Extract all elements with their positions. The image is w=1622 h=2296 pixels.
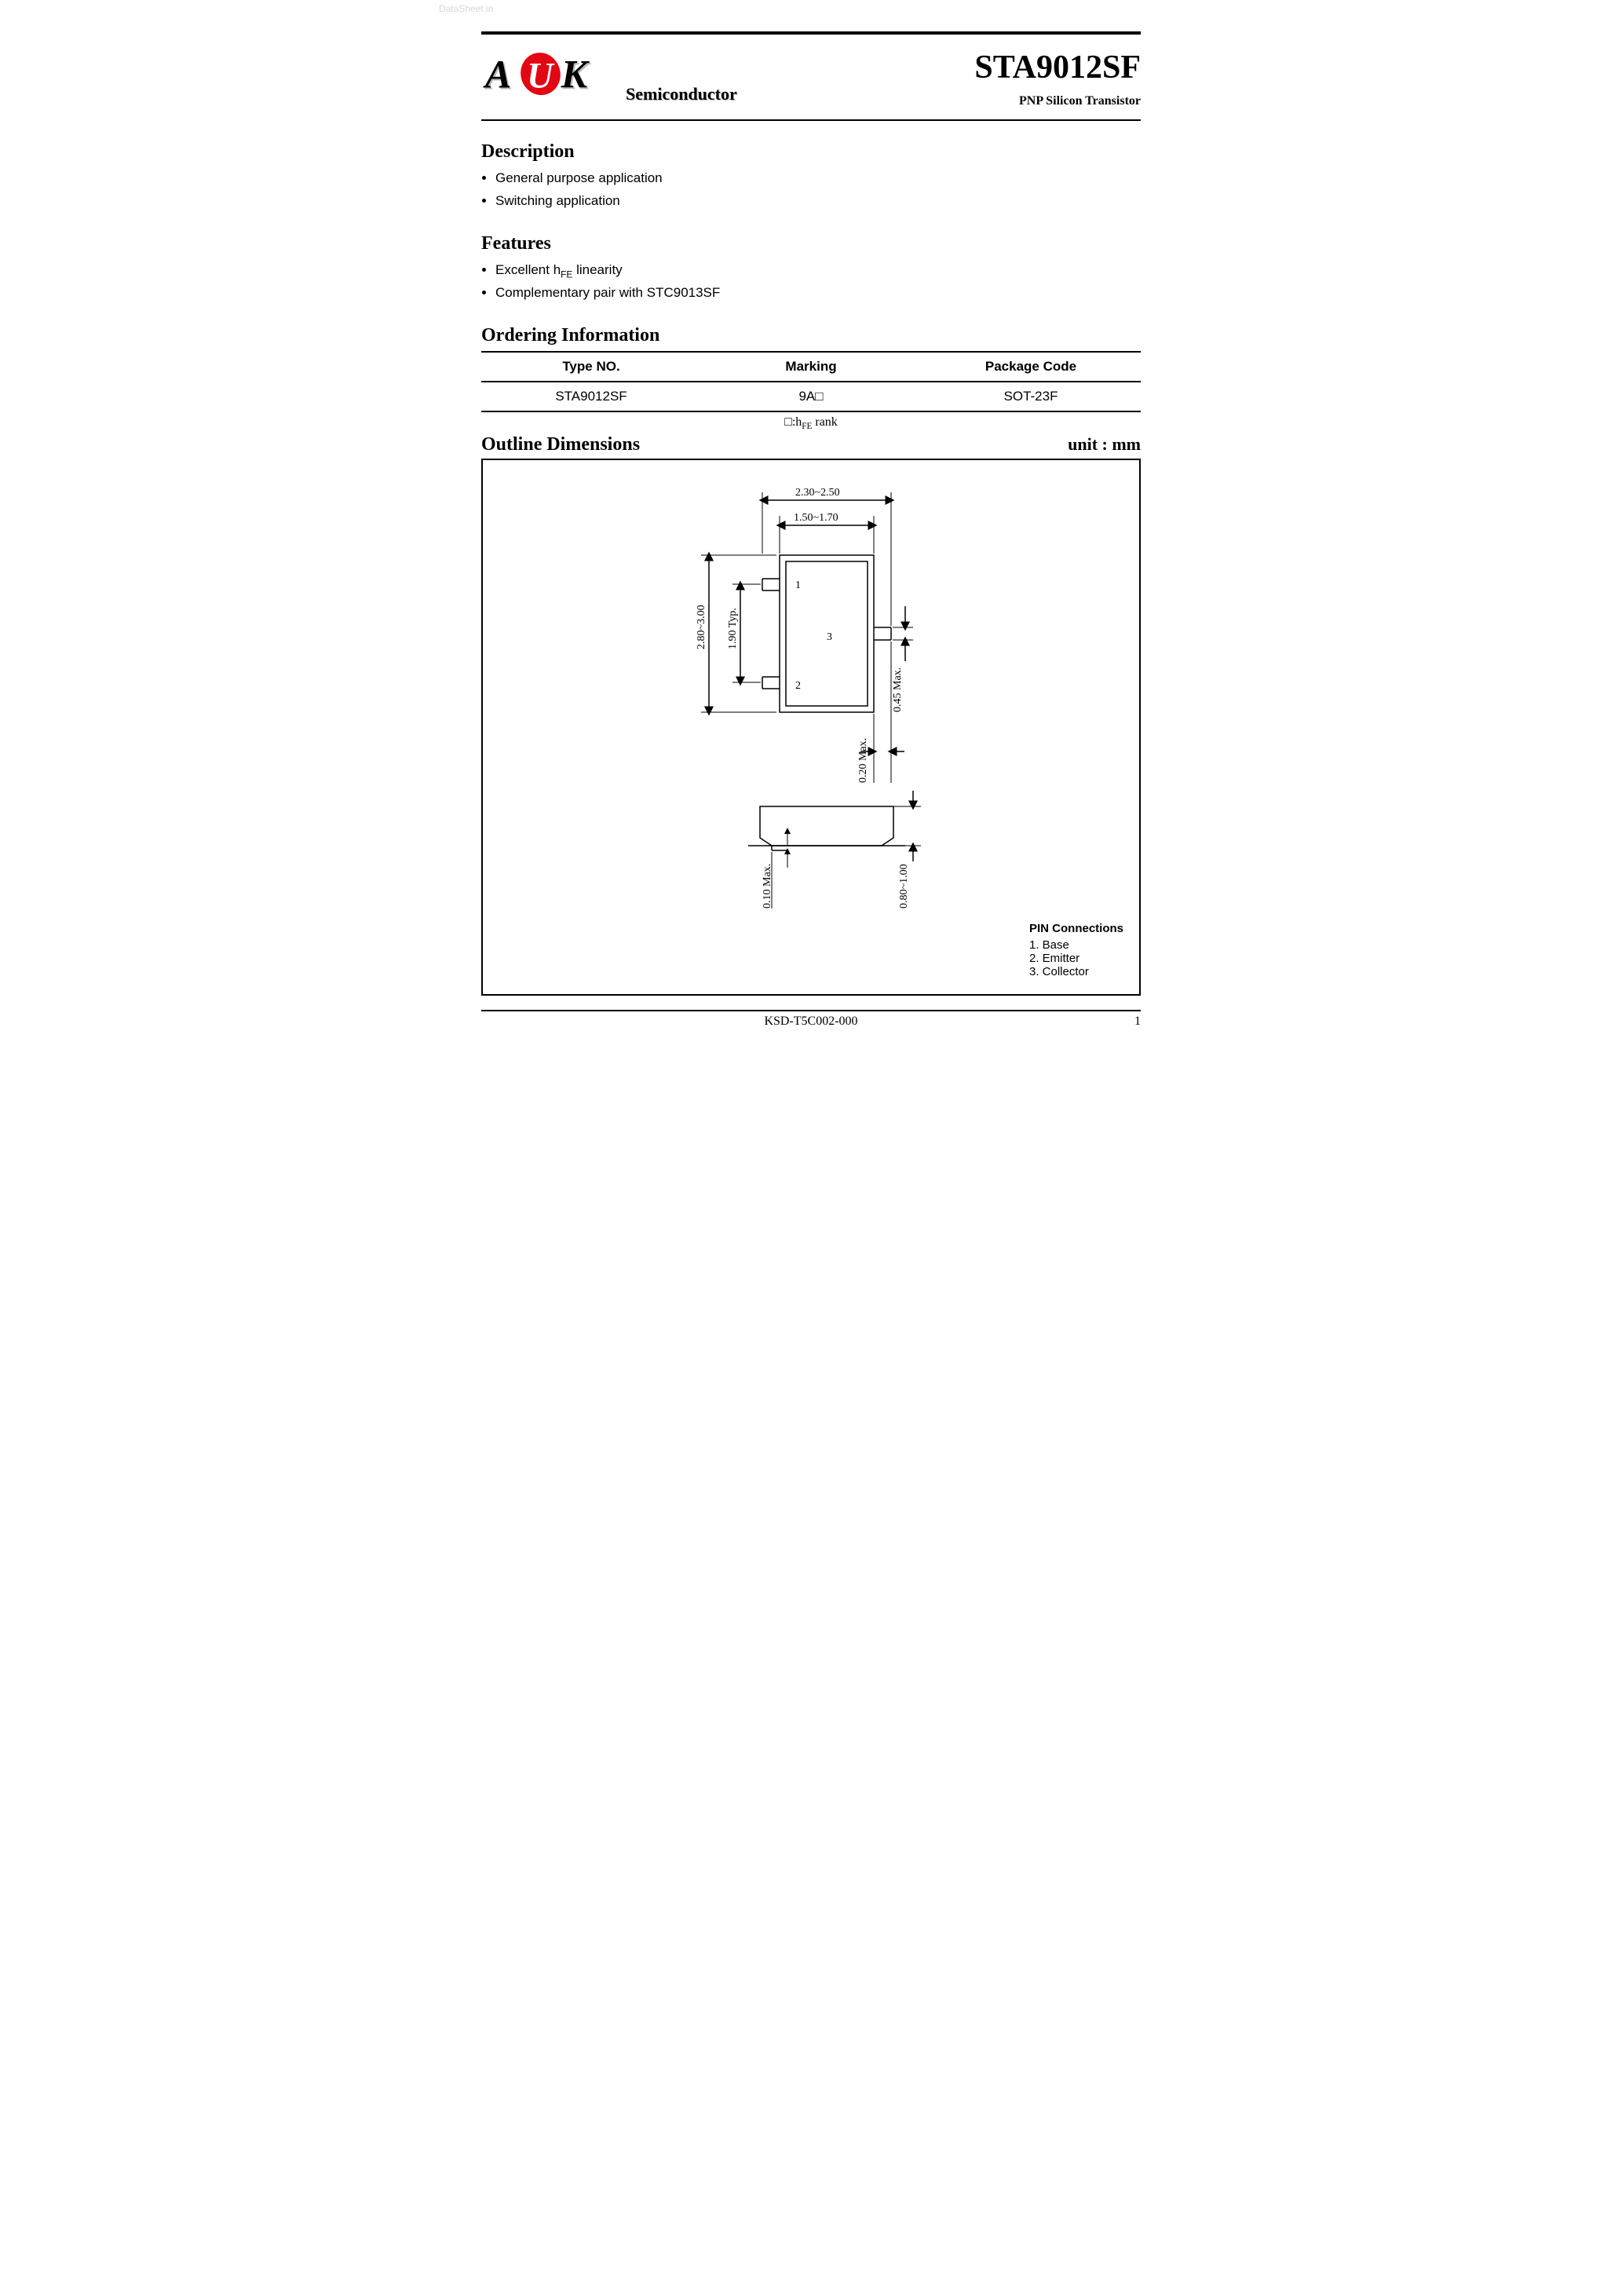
description-heading: Description: [481, 141, 1141, 163]
part-number: STA9012SF: [974, 49, 1141, 86]
svg-text:A: A: [483, 53, 512, 97]
table-cell: 9A□: [701, 382, 921, 411]
description-list: General purpose application Switching ap…: [495, 167, 1141, 213]
pin-connections-block: PIN Connections 1. Base 2. Emitter 3. Co…: [1029, 922, 1123, 978]
brand-logo: A A U K K Semiconductor: [481, 53, 737, 104]
footer-page-number: 1: [1109, 1015, 1141, 1029]
watermark-text: DataSheet.in: [439, 3, 493, 14]
list-item: General purpose application: [495, 167, 1141, 190]
col-header: Marking: [701, 353, 921, 381]
ordering-table-row: STA9012SF 9A□ SOT-23F: [481, 382, 1141, 412]
svg-text:2: 2: [795, 680, 801, 692]
ordering-heading: Ordering Information: [481, 325, 1141, 346]
header-block: A A U K K Semiconductor STA9012SF PNP Si…: [481, 35, 1141, 119]
col-header: Package Code: [921, 353, 1141, 381]
ordering-table-header: Type NO. Marking Package Code: [481, 351, 1141, 382]
svg-text:3: 3: [827, 631, 832, 643]
svg-text:0.20 Max.: 0.20 Max.: [857, 738, 869, 783]
table-cell: SOT-23F: [921, 382, 1141, 411]
outline-heading-row: Outline Dimensions unit : mm: [481, 434, 1141, 455]
table-cell: STA9012SF: [481, 382, 701, 411]
features-list: Excellent hFE linearity Complementary pa…: [495, 259, 1141, 305]
outline-unit: unit : mm: [1068, 434, 1141, 455]
footer-left-spacer: [481, 1015, 513, 1029]
header-bottom-rule: [481, 119, 1141, 121]
svg-text:0.45 Max.: 0.45 Max.: [892, 667, 904, 712]
pin-connection-item: 2. Emitter: [1029, 952, 1123, 965]
list-item: Switching application: [495, 190, 1141, 213]
title-block: STA9012SF PNP Silicon Transistor: [974, 49, 1141, 108]
svg-text:1.50~1.70: 1.50~1.70: [794, 512, 838, 524]
svg-text:1: 1: [795, 579, 801, 591]
pin-connection-item: 3. Collector: [1029, 965, 1123, 978]
part-subtitle: PNP Silicon Transistor: [974, 94, 1141, 108]
outline-drawing-box: 1 2 3 2.30~2.50 1.50~1.70 2.80~3.00: [481, 459, 1141, 996]
list-item: Excellent hFE linearity: [495, 259, 1141, 283]
logo-subtext: Semiconductor: [626, 84, 737, 104]
svg-text:0.10 Max.: 0.10 Max.: [762, 864, 773, 909]
package-drawing-icon: 1 2 3 2.30~2.50 1.50~1.70 2.80~3.00: [670, 469, 952, 932]
datasheet-page: DataSheet.in A A U K K Semiconductor STA…: [434, 0, 1188, 1044]
pin-connection-item: 1. Base: [1029, 938, 1123, 952]
svg-text:2.30~2.50: 2.30~2.50: [795, 487, 840, 499]
ordering-note: □:hFE rank: [481, 412, 1141, 431]
list-item: Complementary pair with STC9013SF: [495, 282, 1141, 305]
svg-text:0.80~1.00: 0.80~1.00: [898, 865, 910, 909]
svg-text:U: U: [527, 57, 555, 97]
footer-doc-number: KSD-T5C002-000: [513, 1015, 1109, 1029]
auk-logo-icon: A A U K K: [481, 53, 623, 100]
pin-connections-title: PIN Connections: [1029, 922, 1123, 935]
svg-text:2.80~3.00: 2.80~3.00: [696, 605, 707, 650]
outline-heading: Outline Dimensions: [481, 434, 640, 455]
col-header: Type NO.: [481, 353, 701, 381]
svg-text:K: K: [561, 53, 590, 97]
page-footer: KSD-T5C002-000 1: [481, 1011, 1141, 1029]
features-heading: Features: [481, 233, 1141, 254]
svg-text:1.90 Typ.: 1.90 Typ.: [727, 609, 739, 650]
